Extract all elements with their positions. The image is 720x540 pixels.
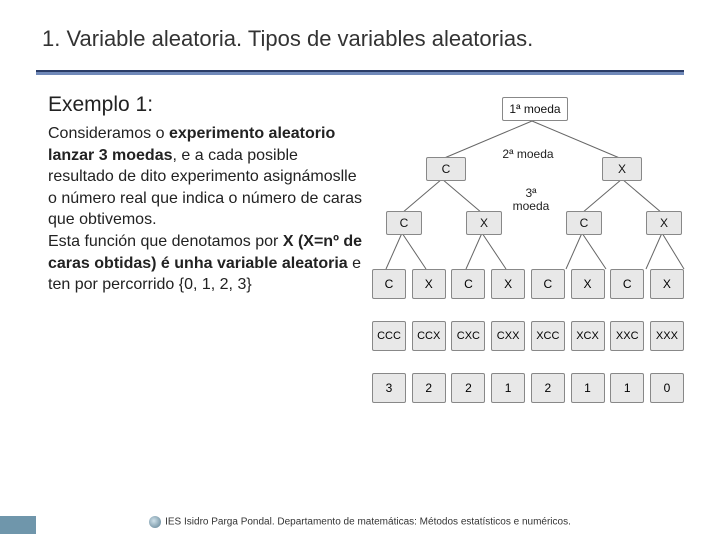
tree-row-outcomes: CCC CCX CXC CXX XCC XCX XXC XXX — [372, 321, 684, 351]
tree-level2-label: 2ª moeda — [488, 147, 568, 161]
tree-count: 2 — [531, 373, 565, 403]
tree-outcome: CXX — [491, 321, 525, 351]
tree-node: X — [602, 157, 642, 181]
tree-count: 1 — [571, 373, 605, 403]
example-body: Consideramos o experimento aleatorio lan… — [48, 123, 368, 296]
tree-diagram: 1ª moeda 2ª moeda C X 3ªmoeda C X C X C … — [378, 93, 690, 453]
globe-icon — [149, 516, 161, 528]
tree-node: C — [426, 157, 466, 181]
tree-leaf: X — [571, 269, 605, 299]
tree-node: C — [566, 211, 602, 235]
text: Consideramos o — [48, 125, 169, 142]
tree-row-counts: 3 2 2 1 2 1 1 0 — [372, 373, 684, 403]
tree-leaf: C — [610, 269, 644, 299]
tree-outcome: CCC — [372, 321, 406, 351]
tree-node: C — [386, 211, 422, 235]
accent-bar — [0, 516, 36, 534]
tree-level3-label: 3ªmoeda — [506, 187, 556, 213]
tree-outcome: XXC — [610, 321, 644, 351]
text: moeda — [513, 199, 550, 213]
tree-count: 3 — [372, 373, 406, 403]
tree-outcome: XXX — [650, 321, 684, 351]
tree-root: 1ª moeda — [502, 97, 568, 121]
text: Esta función que denotamos por — [48, 233, 283, 250]
tree-count: 2 — [451, 373, 485, 403]
footer-text: IES Isidro Parga Pondal. Departamento de… — [165, 517, 571, 528]
tree-count: 1 — [610, 373, 644, 403]
tree-node: X — [466, 211, 502, 235]
tree-count: 0 — [650, 373, 684, 403]
page-title: 1. Variable aleatoria. Tipos de variable… — [42, 26, 678, 52]
tree-node: X — [646, 211, 682, 235]
footer: IES Isidro Parga Pondal. Departamento de… — [0, 516, 720, 528]
tree-row-leaves: C X C X C X C X — [372, 269, 684, 299]
tree-outcome: XCX — [571, 321, 605, 351]
tree-outcome: CCX — [412, 321, 446, 351]
tree-leaf: X — [491, 269, 525, 299]
text: 3ª — [525, 186, 536, 200]
tree-leaf: X — [650, 269, 684, 299]
tree-leaf: X — [412, 269, 446, 299]
tree-outcome: CXC — [451, 321, 485, 351]
tree-leaf: C — [451, 269, 485, 299]
tree-leaf: C — [531, 269, 565, 299]
tree-count: 2 — [412, 373, 446, 403]
tree-outcome: XCC — [531, 321, 565, 351]
tree-count: 1 — [491, 373, 525, 403]
example-heading: Exemplo 1: — [48, 93, 368, 117]
tree-leaf: C — [372, 269, 406, 299]
